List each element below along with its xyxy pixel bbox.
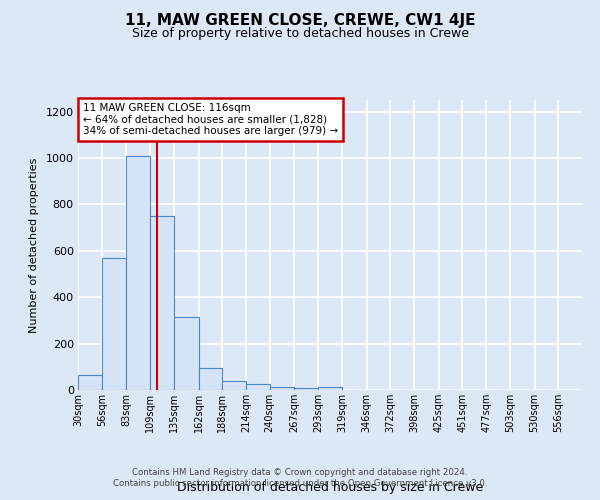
Bar	[78, 375, 102, 390]
X-axis label: Distribution of detached houses by size in Crewe: Distribution of detached houses by size …	[177, 481, 483, 494]
Text: 11 MAW GREEN CLOSE: 116sqm
← 64% of detached houses are smaller (1,828)
34% of s: 11 MAW GREEN CLOSE: 116sqm ← 64% of deta…	[83, 103, 338, 136]
Bar	[318, 386, 342, 390]
Bar	[199, 368, 222, 390]
Bar	[270, 386, 295, 390]
Text: 11, MAW GREEN CLOSE, CREWE, CW1 4JE: 11, MAW GREEN CLOSE, CREWE, CW1 4JE	[125, 12, 475, 28]
Bar	[295, 388, 318, 390]
Bar	[174, 317, 199, 390]
Y-axis label: Number of detached properties: Number of detached properties	[29, 158, 39, 332]
Text: Contains HM Land Registry data © Crown copyright and database right 2024.
Contai: Contains HM Land Registry data © Crown c…	[113, 468, 487, 487]
Bar	[102, 258, 127, 390]
Bar	[150, 216, 174, 390]
Bar	[222, 380, 246, 390]
Bar	[246, 384, 270, 390]
Bar	[127, 156, 150, 390]
Text: Size of property relative to detached houses in Crewe: Size of property relative to detached ho…	[131, 28, 469, 40]
